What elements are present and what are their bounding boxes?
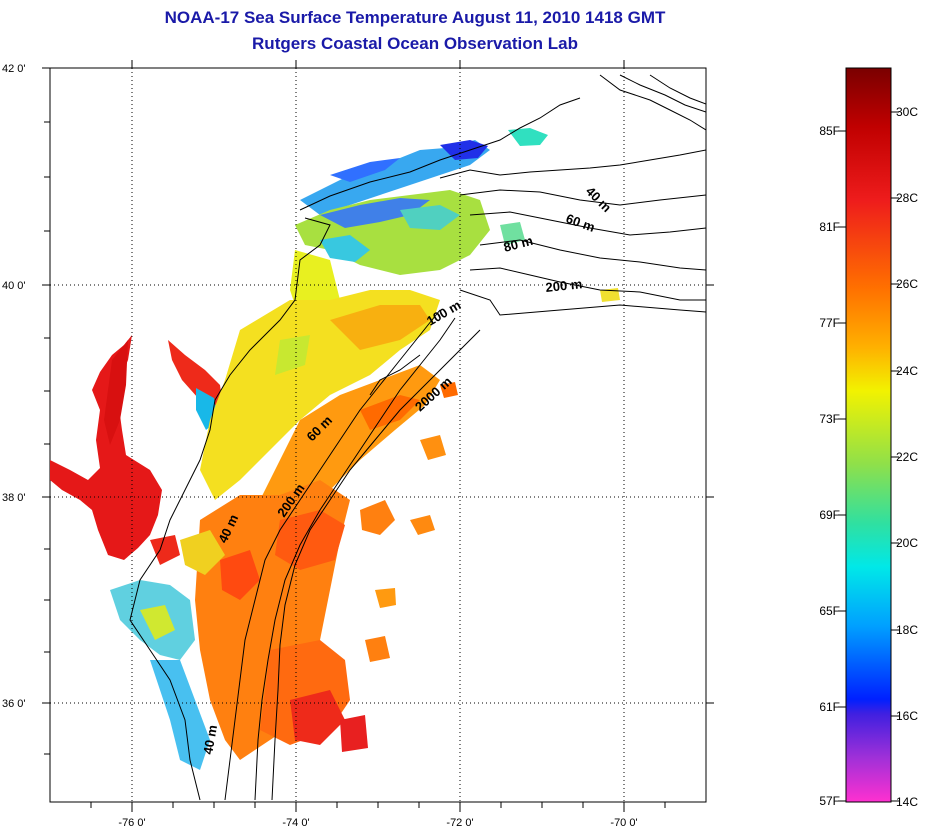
lat-label: 38 0' [2,492,26,504]
lon-label: -70 0' [610,817,637,829]
axis-ticks [42,60,714,812]
colorbar-c-label: 22C [896,450,918,464]
lon-label: -72 0' [446,817,473,829]
contour-label: 80 m [502,233,535,255]
colorbar-f-label: 77F [819,316,840,330]
graticule [50,68,706,802]
colorbar-f-label: 61F [819,700,840,714]
map-subtitle: Rutgers Coastal Ocean Observation Lab [252,34,578,53]
lon-label: -74 0' [282,817,309,829]
colorbar-f-label: 85F [819,124,840,138]
colorbar-ticks [838,111,899,802]
lat-label: 40 0' [2,280,26,292]
colorbar-celsius-labels: 30C 28C 26C 24C 22C 20C 18C 16C 14C [896,105,918,809]
lon-label: -76 0' [118,817,145,829]
colorbar-f-label: 69F [819,508,840,522]
colorbar-c-label: 30C [896,105,918,119]
colorbar-f-label: 73F [819,412,840,426]
longitude-labels: -76 0' -74 0' -72 0' -70 0' [118,817,637,829]
map-title: NOAA-17 Sea Surface Temperature August 1… [164,8,666,27]
colorbar-c-label: 28C [896,191,918,205]
colorbar-c-label: 26C [896,277,918,291]
colorbar-f-label: 57F [819,794,840,808]
colorbar-c-label: 24C [896,364,918,378]
colorbar-c-label: 14C [896,795,918,809]
colorbar-f-label: 65F [819,604,840,618]
lat-label: 42 0' [2,63,26,75]
colorbar-fahrenheit-labels: 85F 81F 77F 73F 69F 65F 61F 57F [819,124,840,808]
colorbar-c-label: 20C [896,536,918,550]
colorbar [845,67,892,803]
colorbar-f-label: 81F [819,220,840,234]
contour-label: 40 m [200,724,220,756]
lat-label: 36 0' [2,698,26,710]
coastline-contours [129,74,706,801]
contour-label: 200 m [545,276,583,295]
latitude-labels: 42 0' 40 0' 38 0' 36 0' [2,63,26,710]
colorbar-c-label: 16C [896,709,918,723]
colorbar-c-label: 18C [896,623,918,637]
